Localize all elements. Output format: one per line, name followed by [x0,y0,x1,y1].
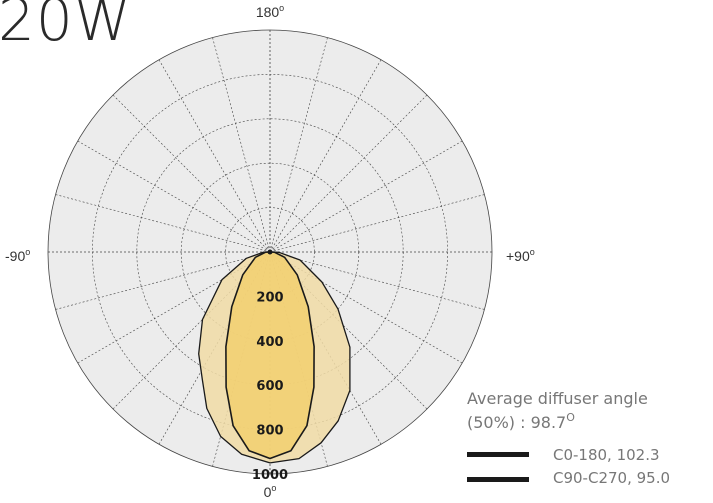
ring-label-600: 600 [256,379,283,394]
angle-label-left: -90o [5,247,30,264]
legend: Average diffuser angle (50%) : 98.7O C0-… [467,389,670,487]
angle-label-right: +90o [506,247,535,264]
grid-spoke [158,59,271,253]
ring-label-200: 200 [256,290,283,305]
grid-spoke [77,140,271,253]
legend-label-c90: C90-C270, 95.0 [553,469,670,487]
title: 20W [0,0,132,54]
grid-spoke [269,251,485,310]
legend-label-c0: C0-180, 102.3 [553,446,660,464]
ring-label-800: 800 [256,424,283,439]
ring-label-1000: 1000 [252,468,288,483]
center-point [267,249,273,255]
angle-label-bottom: 0o [264,483,277,500]
grid-spoke [269,59,382,253]
angle-label-top: 180o [256,3,284,20]
legend-title-line1: Average diffuser angle [467,389,648,408]
ring-labels: 200 400 600 800 1000 [252,290,288,483]
legend-swatch-c0 [467,452,529,457]
distribution-curves [198,249,351,464]
legend-swatch-c90 [467,477,529,482]
ring-label-400: 400 [256,335,283,350]
grid-spoke [269,94,428,253]
grid-spoke [269,194,485,253]
grid-spoke [112,94,271,253]
grid-spoke [269,37,328,253]
legend-title-line2: (50%) : 98.7O [467,411,575,432]
grid-spoke [55,194,271,253]
curve-c90-c270 [225,251,315,460]
grid-spoke [55,251,271,310]
grid-spoke [212,37,271,253]
grid-spoke [269,140,463,253]
